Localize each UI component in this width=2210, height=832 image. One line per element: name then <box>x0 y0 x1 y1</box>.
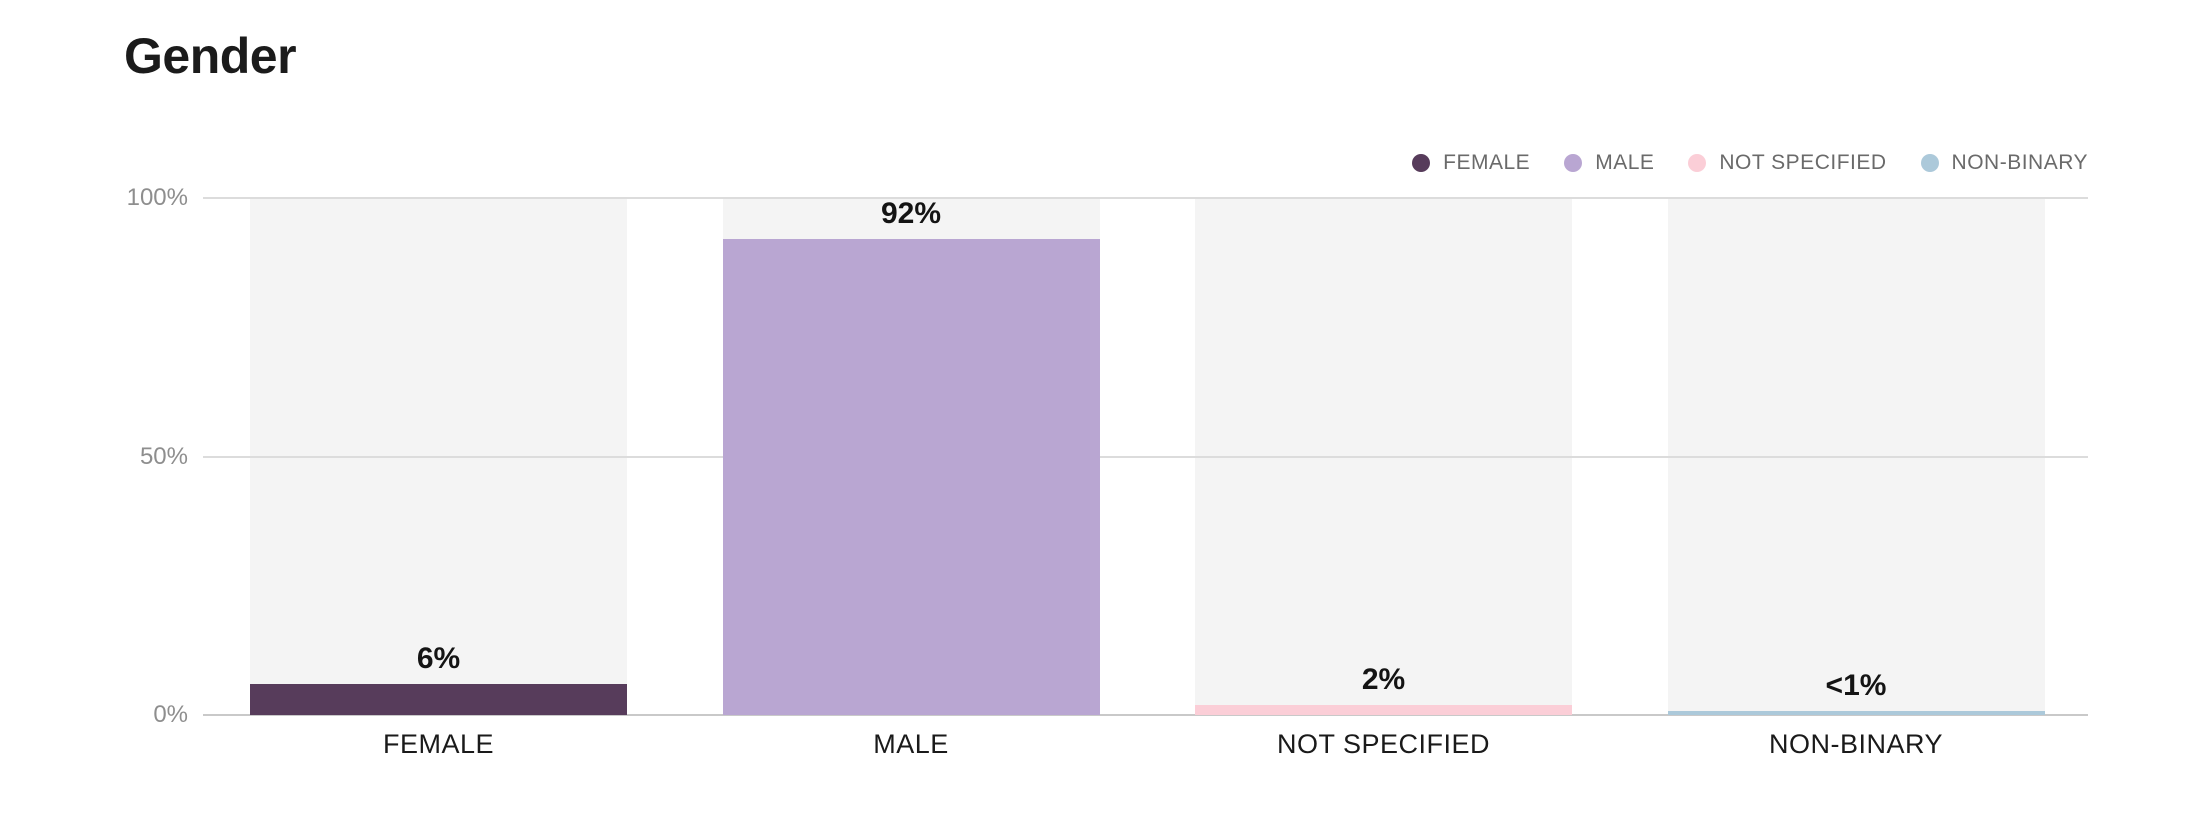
column-male: 92% MALE <box>722 197 1100 759</box>
legend-item-male: MALE <box>1564 151 1654 175</box>
chart-legend: FEMALE MALE NOT SPECIFIED NON-BINARY <box>1412 148 2088 178</box>
bar-female <box>250 683 627 715</box>
legend-item-non-binary: NON-BINARY <box>1920 151 2088 175</box>
bar-not-specified <box>1195 704 1572 715</box>
legend-label-female: FEMALE <box>1443 151 1531 174</box>
chart-title: Gender <box>124 28 297 84</box>
legend-label-not-specified: NOT SPECIFIED <box>1719 151 1887 174</box>
legend-label-non-binary: NON-BINARY <box>1951 151 2088 174</box>
bar-male <box>722 239 1100 715</box>
y-tick-label-0: 0% <box>153 701 188 728</box>
legend-dot-icon <box>1564 154 1583 172</box>
x-axis-label-male: MALE <box>873 729 949 759</box>
y-tick-label-50: 50% <box>139 442 188 470</box>
value-label-non-binary: <1% <box>1825 668 1887 702</box>
value-label-female: 6% <box>416 641 461 675</box>
legend-dot-icon <box>1688 154 1707 172</box>
plot-area: 6% FEMALE 92% MALE 2% NOT SPECIFIED <1% NON-BIN… <box>203 197 2088 759</box>
x-axis-label-female: FEMALE <box>382 729 495 759</box>
legend-item-not-specified: NOT SPECIFIED <box>1688 151 1886 175</box>
legend-item-female: FEMALE <box>1412 151 1530 175</box>
value-label-not-specified: 2% <box>1361 662 1406 696</box>
gridline-100 <box>203 197 2088 199</box>
y-axis: 0% 50% 100% <box>0 185 188 728</box>
legend-dot-icon <box>1412 154 1431 172</box>
x-axis-label-not-specified: NOT SPECIFIED <box>1276 729 1491 759</box>
value-label-male: 92% <box>880 197 942 231</box>
legend-label-male: MALE <box>1595 151 1655 174</box>
x-axis-baseline <box>203 714 2088 716</box>
bar-non-binary <box>1667 710 2045 715</box>
legend-dot-icon <box>1920 154 1939 172</box>
gridline-50 <box>203 455 2088 458</box>
x-axis-label-non-binary: NON-BINARY <box>1768 729 1944 759</box>
y-tick-label-100: 100% <box>126 184 188 211</box>
